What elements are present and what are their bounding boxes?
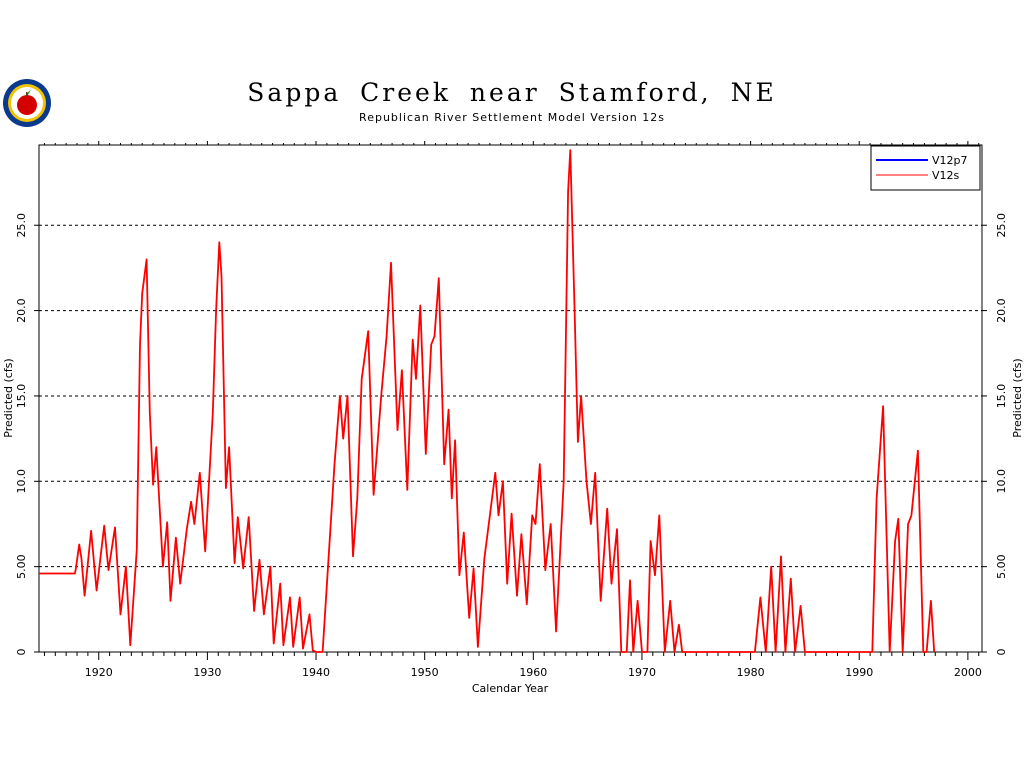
y-tick-label: 15.0 xyxy=(995,384,1008,409)
x-tick-label: 1960 xyxy=(519,666,547,679)
x-axis-label: Calendar Year xyxy=(472,682,549,695)
y-tick-label: 20.0 xyxy=(15,298,28,323)
legend: V12p7 V12s xyxy=(870,145,981,191)
gridlines xyxy=(39,224,982,568)
y-axis-ticks: 0 0 5.00 5.00 10.0 10.0 15.0 15.0 20.0 20.0 25.0 25… xyxy=(15,213,1008,656)
legend-label-v12s: V12s xyxy=(932,169,960,182)
series-lines xyxy=(39,149,936,653)
y-tick-label: 10.0 xyxy=(995,469,1008,494)
x-tick-label: 1970 xyxy=(628,666,656,679)
y-tick-label: 10.0 xyxy=(15,469,28,494)
chart-subtitle: Republican River Settlement Model Versio… xyxy=(359,111,665,124)
y-tick-label: 0 xyxy=(995,649,1008,656)
chart-title: Sappa Creek near Stamford, NE xyxy=(247,78,777,107)
y-tick-label: 5.00 xyxy=(15,554,28,579)
x-axis-ticks: 1920 1930 1940 1950 1960 1970 1980 1990 2000 xyxy=(43,141,982,679)
y-tick-label: 25.0 xyxy=(15,213,28,238)
x-tick-label: 1990 xyxy=(845,666,873,679)
y-axis-label-left: Predicted (cfs) xyxy=(2,358,15,437)
x-tick-label: 1930 xyxy=(193,666,221,679)
x-tick-label: 2000 xyxy=(954,666,982,679)
agency-seal-icon xyxy=(2,78,52,128)
legend-box xyxy=(870,145,981,191)
y-axis-label-right: Predicted (cfs) xyxy=(1011,358,1024,437)
legend-label-v12p7: V12p7 xyxy=(932,154,968,167)
y-tick-label: 20.0 xyxy=(995,298,1008,323)
plot-frame xyxy=(38,144,983,653)
x-tick-label: 1920 xyxy=(85,666,113,679)
series-line-v12s xyxy=(39,149,936,653)
x-tick-label: 1980 xyxy=(737,666,765,679)
x-tick-label: 1940 xyxy=(302,666,330,679)
y-tick-label: 15.0 xyxy=(15,384,28,409)
x-tick-label: 1950 xyxy=(411,666,439,679)
y-tick-label: 25.0 xyxy=(995,213,1008,238)
y-tick-label: 0 xyxy=(15,649,28,656)
y-tick-label: 5.00 xyxy=(995,554,1008,579)
